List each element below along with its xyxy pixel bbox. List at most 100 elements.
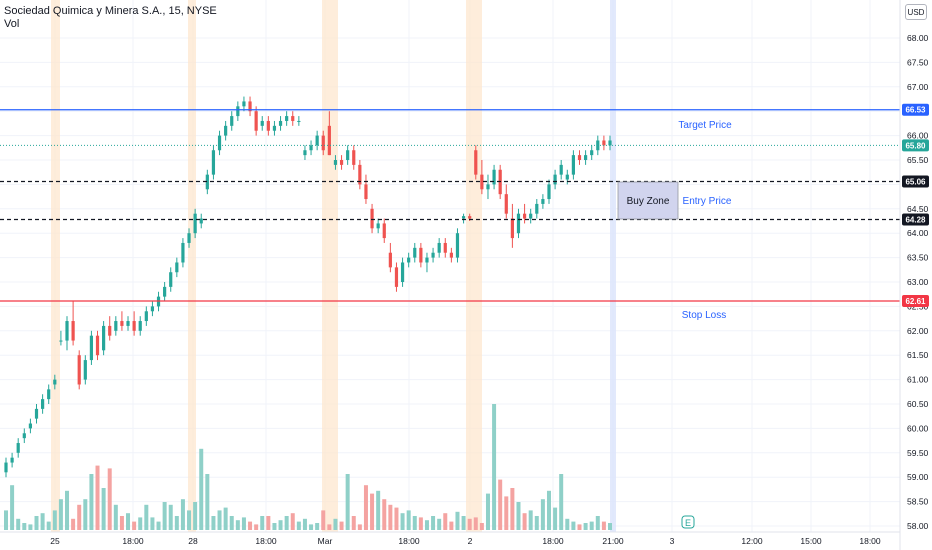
volume-bar [278,520,283,530]
candle-body [443,242,447,253]
volume-bar [22,523,27,530]
volume-bar [52,510,57,530]
time-tick-label: 2 [468,536,473,546]
entry-price-label: Entry Price [683,196,732,207]
candle-body [272,125,277,131]
session-bands [51,0,616,532]
volume-bar [479,523,484,530]
price-tick-label: 67.00 [907,82,929,92]
candle-body [577,155,582,160]
volume-bar [522,513,527,530]
volume-bar [302,518,307,530]
volume-bar [424,520,429,530]
price-level-value: 62.61 [905,297,926,306]
time-tick-label: 28 [188,536,198,546]
candle-body [144,311,148,322]
volume-bar [89,474,94,530]
candle-body [150,306,155,312]
candle-body [126,321,130,326]
candle-body [59,340,63,342]
volume-bar [211,516,216,530]
time-tick-label: 21:00 [602,536,624,546]
candle-body [138,321,142,331]
candle-body [382,223,386,239]
volume-bar [357,524,362,530]
price-tick-label: 60.50 [907,399,929,409]
volume-bar [290,513,295,530]
volume-bar [132,521,137,530]
candle-body [413,247,417,258]
volume-bar [559,474,564,530]
volume-bar [296,521,301,530]
session-band [51,0,60,532]
candle-body [89,335,94,361]
volume-bar [126,513,131,530]
volume-bar [516,502,521,530]
volume-bar [193,502,198,530]
candle-body [321,135,325,151]
candle-body [291,116,295,121]
candle-body [199,218,203,224]
candle-body [260,120,264,126]
volume-bar [309,524,314,530]
volume-bar [577,524,582,530]
candle-body [77,355,81,385]
candle-body [303,150,307,156]
candle-body [547,184,551,200]
candle-body [559,164,563,175]
candle-body [248,101,252,112]
volume-bar [528,510,533,530]
volume-bar [339,521,344,530]
time-axis[interactable]: 25 18:00 28 18:00 Mar 18:00 2 18:00 21:00 3 12:00 1… [0,531,900,546]
candle-body [22,433,26,439]
volume-bar [65,490,70,530]
price-tick-label: 61.50 [907,350,929,360]
candle-body [53,379,57,385]
earnings-icon: E [685,518,691,528]
currency-button[interactable]: USD [905,4,927,20]
price-tick-label: 67.50 [907,57,929,67]
volume-bar [113,504,118,530]
volume-bar [595,516,600,530]
earnings-marker[interactable]: E [681,515,695,529]
volume-bar [455,511,460,530]
candle-body [480,174,484,190]
volume-bar [601,521,606,530]
session-band [466,0,482,532]
volume-bar [168,504,173,530]
volume-bar [174,516,179,530]
volume-legend: Vol [4,18,20,30]
volume-bar [449,521,454,530]
symbol-title[interactable]: Sociedad Quimica y Minera S.A., 15, NYSE [4,5,217,17]
candle-body [47,389,51,400]
volume-bar [382,499,387,530]
volume-bar [119,516,124,530]
candle-body [16,443,20,453]
volume-bar [437,518,442,530]
candle-body [449,252,453,258]
volume-bar [260,516,265,530]
price-level-value: 65.80 [905,141,926,150]
volume-bar [443,513,448,530]
volume-bar [540,499,545,530]
candle-body [65,321,69,341]
volume-bar [608,523,612,530]
current-session-marker [610,0,616,532]
volume-bar [510,488,515,530]
volume-bar [363,485,368,530]
candle-body [425,257,429,263]
volume-bar [223,507,228,530]
buy-zone-box[interactable] [617,181,679,220]
candle-body [120,321,124,326]
candle-body [187,233,191,243]
volume-bar [40,513,45,530]
candle-body [516,213,521,234]
volume-bar [571,521,576,530]
candle-body [571,155,575,175]
time-tick-label: 18:00 [398,536,420,546]
volume-bar [138,517,143,530]
volume-bar [58,499,63,530]
candle-body [602,140,606,146]
candle-body [132,321,136,331]
